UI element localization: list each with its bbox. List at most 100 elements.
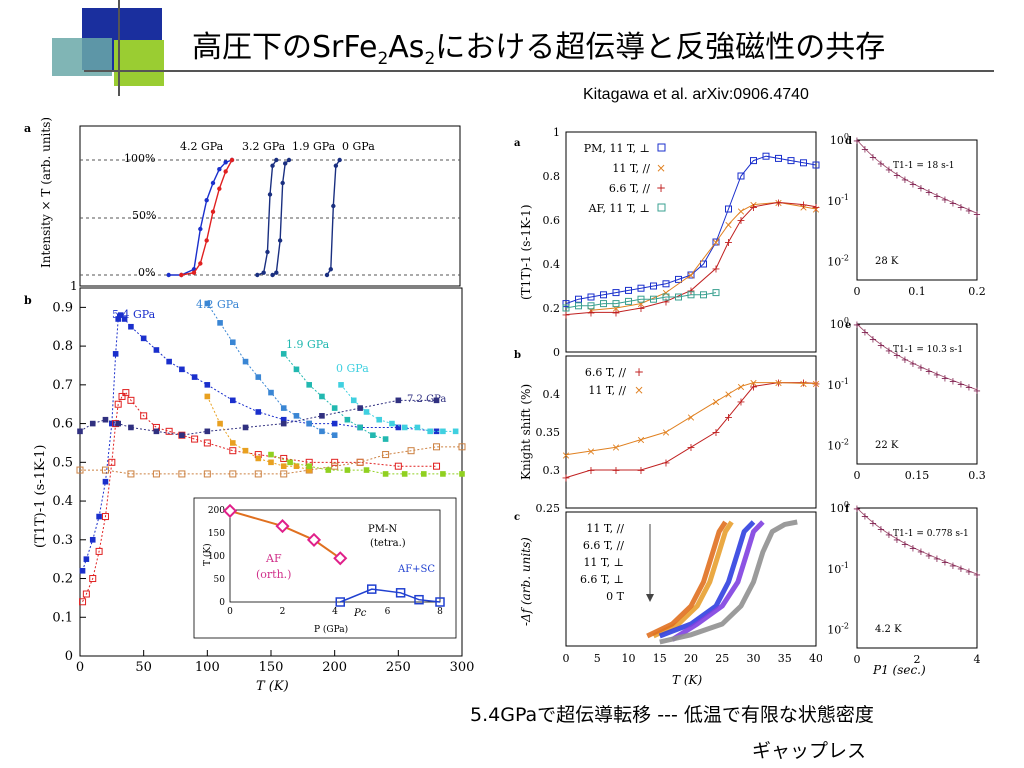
panel-b-point — [356, 458, 364, 466]
panel-b-series-2 — [206, 303, 335, 436]
mid-b-point: × — [774, 377, 783, 390]
decay-panel-f-fit-label: T1-1 = 0.778 s-1 — [893, 529, 969, 539]
inset-af-point — [333, 551, 348, 566]
panel-b-point — [395, 397, 402, 404]
inset-xtick-label: 0 — [227, 607, 233, 617]
panel-b-point — [128, 424, 134, 431]
mid-b-point: + — [686, 441, 695, 454]
mid-a-point: + — [749, 201, 758, 214]
mid-a-point: + — [724, 236, 733, 249]
panel-a-point — [265, 249, 270, 255]
decay-panel-e-point: + — [965, 383, 973, 394]
panel-b-point — [127, 470, 135, 478]
mid-a-point: × — [799, 201, 808, 214]
inset-sc-point — [367, 584, 377, 594]
panel-b-point — [440, 428, 446, 435]
decay-panel-d-ytick-label: 10-1 — [827, 193, 849, 208]
panel-b-ytick-label: 0.8 — [52, 339, 73, 354]
mid-a-ytick-label: 0 — [553, 346, 560, 359]
decay-panel-f-point: + — [869, 518, 877, 529]
inset-xtick-label: 8 — [437, 607, 443, 617]
panel-a-point — [255, 272, 260, 278]
mid-c-series-4 — [659, 519, 798, 645]
panel-b-point — [401, 424, 408, 431]
panel-b-point — [350, 397, 357, 404]
decay-panel-e-fit-label: T1-1 = 10.3 s-1 — [893, 345, 963, 355]
inset-ytick-label: 200 — [208, 506, 225, 516]
panel-a-point — [270, 163, 275, 168]
panel-b-xlabel: T (K) — [256, 679, 289, 694]
panel-b-point — [363, 467, 370, 473]
panel-b-point — [280, 463, 287, 469]
panel-b-point — [102, 416, 109, 423]
panel-b-point — [204, 428, 211, 435]
panel-b-point — [280, 454, 288, 462]
decay-panel-f-point: + — [949, 561, 957, 572]
mid-a-point — [662, 280, 670, 288]
decay-panel-d-point: + — [973, 209, 981, 220]
mid-a-point — [800, 159, 807, 167]
decay-panel-e-xtick-label: 0.3 — [968, 469, 986, 482]
mid-a-point — [575, 302, 582, 310]
mid-c-xtick-label: 40 — [809, 652, 822, 665]
panel-b-point — [204, 393, 211, 400]
panel-b-point — [140, 412, 148, 420]
panel-a-point — [223, 160, 228, 165]
panel-b-point — [280, 351, 287, 357]
decay-panel-e-point: + — [909, 359, 917, 370]
panel-a-point — [261, 270, 266, 275]
mid-a-point — [787, 157, 795, 165]
panel-b-point — [331, 420, 338, 427]
panel-b-point — [255, 374, 262, 380]
mid-a-legend-entry: 11 T, // — [612, 162, 650, 175]
panel-b-point — [140, 335, 147, 342]
mid-b-point: × — [686, 411, 695, 424]
mid-a-ytick-label: 0.4 — [543, 258, 561, 271]
decay-panel-e-point: + — [973, 386, 981, 397]
panel-b-point — [82, 590, 90, 598]
panel-b-point — [96, 513, 102, 520]
panel-b-point — [89, 536, 96, 543]
mid-a-legend-marker: + — [656, 181, 666, 195]
panel-a-point — [337, 157, 342, 163]
mid-a-series-2 — [565, 201, 817, 316]
panel-b-point — [191, 374, 198, 380]
mid-a-ytick-label: 0.8 — [543, 170, 561, 183]
inset-xtick-label: 2 — [280, 607, 286, 617]
panel-b-point — [203, 470, 211, 478]
panel-b-point — [427, 428, 433, 435]
panel-b-point — [344, 416, 351, 423]
panel-b-xtick-label: 0 — [76, 660, 84, 675]
mid-b-point: + — [636, 464, 645, 477]
mid-a-point — [762, 152, 770, 160]
panel-b-point — [344, 467, 351, 473]
mid-b-ytick-label: 0.4 — [543, 388, 561, 401]
panel-b-point — [101, 466, 109, 474]
inset-ytick-label: 0 — [219, 598, 225, 608]
decay-panel-d-point: + — [901, 175, 909, 186]
panel-b-point — [118, 392, 126, 400]
mid-b-point: + — [586, 464, 595, 477]
inset-phase-diagram: 0 2 4 6 8 0 50 100 150 200 T (K) P (GPa) PM-N (te… — [193, 497, 457, 639]
panel-b-point — [293, 413, 300, 419]
panel-b-point — [255, 455, 262, 462]
mid-a-point — [637, 295, 645, 303]
panel-b-point — [229, 470, 237, 478]
mid-b-point: + — [749, 380, 758, 393]
mid-a-point — [562, 300, 570, 308]
panel-a-point — [333, 163, 339, 168]
panel-b-point — [306, 382, 312, 388]
mid-b-point: × — [661, 426, 670, 439]
right-f-xlabel: P1 (sec.) — [872, 663, 926, 677]
mid-a-point — [737, 172, 745, 180]
inset-sc-point — [335, 597, 345, 607]
panel-b-series-6 — [80, 446, 462, 475]
inset-label-pmn: PM-N — [368, 524, 397, 535]
panel-b-series-5 — [79, 399, 437, 436]
inset-xlabel: P (GPa) — [314, 624, 348, 635]
mid-b-point: + — [711, 426, 720, 439]
panel-b-point — [376, 416, 383, 423]
mid-a-point: × — [586, 304, 595, 317]
panel-a-point — [283, 161, 288, 166]
decay-panel-d-ytick-label: 10-2 — [827, 254, 849, 269]
